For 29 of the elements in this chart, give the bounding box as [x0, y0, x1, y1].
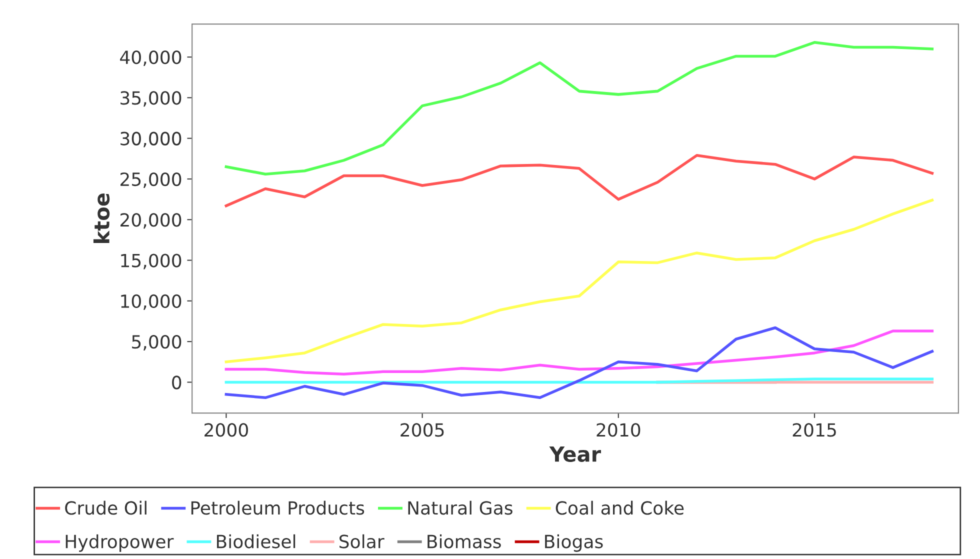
y-tick-label: 40,000: [120, 50, 182, 66]
x-tick-label: 2000: [204, 423, 248, 437]
legend-label: Hydropower: [66, 534, 174, 552]
x-tick-label: 2005: [400, 423, 444, 437]
y-tick-label: 15,000: [121, 254, 182, 270]
y-tick-label: 20,000: [120, 213, 182, 229]
line-series: [224, 154, 934, 208]
legend-label: Biogas: [545, 534, 603, 552]
legend-label: Biodiesel: [216, 534, 296, 548]
legend-label: Crude Oil: [65, 500, 146, 515]
y-tick-label: 30,000: [120, 132, 182, 148]
y-tick-label: 0: [172, 376, 182, 390]
line-series: [224, 41, 934, 176]
y-tick-label: 35,000: [120, 91, 182, 107]
x-tick-label: 2015: [792, 423, 836, 437]
y-tick-label: 5,000: [132, 335, 182, 351]
x-axis-title: Year: [549, 446, 602, 462]
y-axis-title: ktoe: [93, 193, 110, 243]
y-tick-label: 10,000: [121, 294, 182, 310]
legend-label: Petroleum Products: [191, 500, 364, 515]
line-series: [224, 326, 934, 400]
legend-label: Solar: [340, 534, 384, 548]
line-series: [224, 198, 934, 364]
legend-label: Coal and Coke: [556, 500, 684, 515]
x-tick-label: 2010: [596, 423, 640, 437]
legend-label: Natural Gas: [408, 500, 512, 515]
line-series: [224, 330, 934, 376]
y-tick-label: 25,000: [120, 172, 182, 188]
legend-label: Biomass: [428, 534, 501, 548]
